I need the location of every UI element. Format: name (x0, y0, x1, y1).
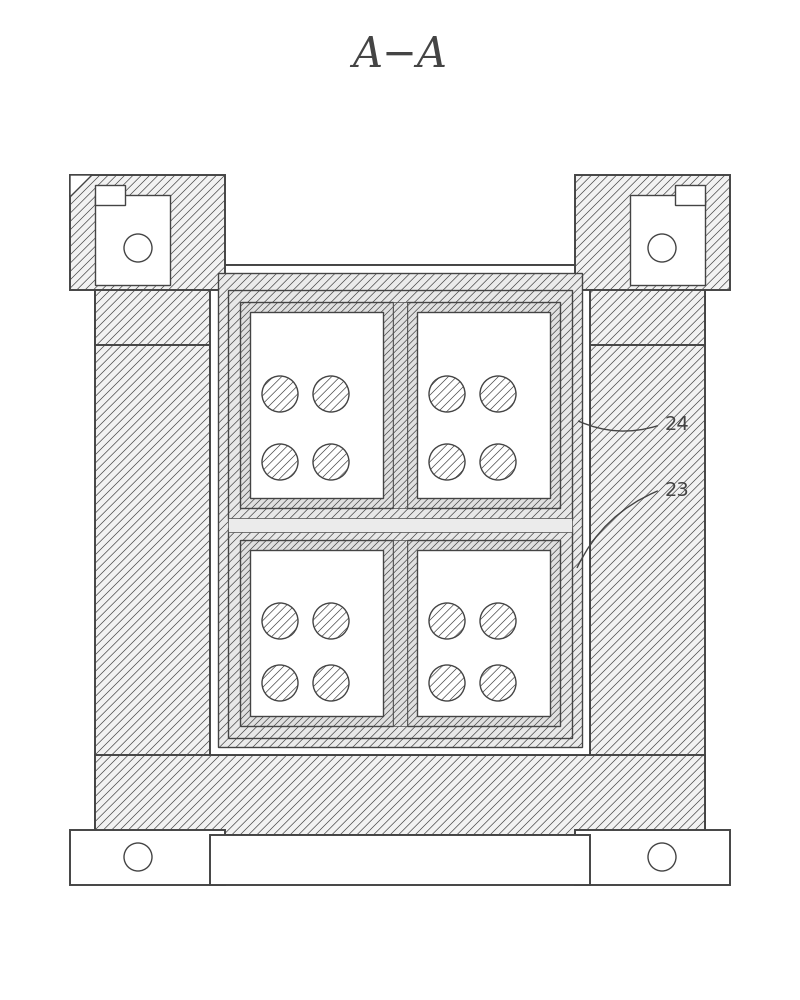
Bar (228, 518, 572, 532)
Bar (240, 302, 393, 508)
Circle shape (262, 603, 298, 639)
Circle shape (313, 444, 349, 480)
Circle shape (480, 444, 516, 480)
Circle shape (429, 444, 465, 480)
Bar (228, 290, 572, 520)
Circle shape (262, 665, 298, 701)
Bar (675, 185, 705, 205)
Bar (228, 528, 572, 738)
Circle shape (648, 843, 676, 871)
Bar (95, 195, 170, 285)
Circle shape (262, 444, 298, 480)
Bar (210, 835, 590, 885)
Bar (95, 755, 705, 835)
Bar (417, 312, 550, 498)
Bar (95, 265, 210, 835)
Circle shape (429, 376, 465, 412)
Text: 24: 24 (665, 416, 690, 434)
Bar (630, 195, 705, 285)
Bar (70, 830, 225, 885)
Bar (407, 540, 560, 726)
Circle shape (262, 376, 298, 412)
Circle shape (429, 665, 465, 701)
Bar (240, 540, 393, 726)
Text: 23: 23 (665, 481, 690, 499)
Circle shape (313, 665, 349, 701)
Circle shape (480, 665, 516, 701)
Circle shape (124, 843, 152, 871)
Bar (407, 302, 560, 508)
Circle shape (480, 603, 516, 639)
Circle shape (429, 603, 465, 639)
Bar (417, 550, 550, 716)
Bar (70, 175, 225, 290)
Bar (575, 830, 730, 885)
Text: A−A: A−A (353, 34, 447, 76)
Circle shape (313, 603, 349, 639)
Polygon shape (70, 175, 92, 197)
Bar (250, 312, 383, 498)
Bar (575, 175, 730, 290)
Bar (95, 265, 705, 345)
Bar (95, 185, 125, 205)
Circle shape (313, 376, 349, 412)
Circle shape (124, 234, 152, 262)
Bar (250, 550, 383, 716)
Bar (393, 540, 407, 726)
Bar (393, 302, 407, 508)
Circle shape (480, 376, 516, 412)
Circle shape (648, 234, 676, 262)
Bar (218, 273, 582, 747)
Bar (210, 265, 590, 755)
Bar (590, 265, 705, 835)
